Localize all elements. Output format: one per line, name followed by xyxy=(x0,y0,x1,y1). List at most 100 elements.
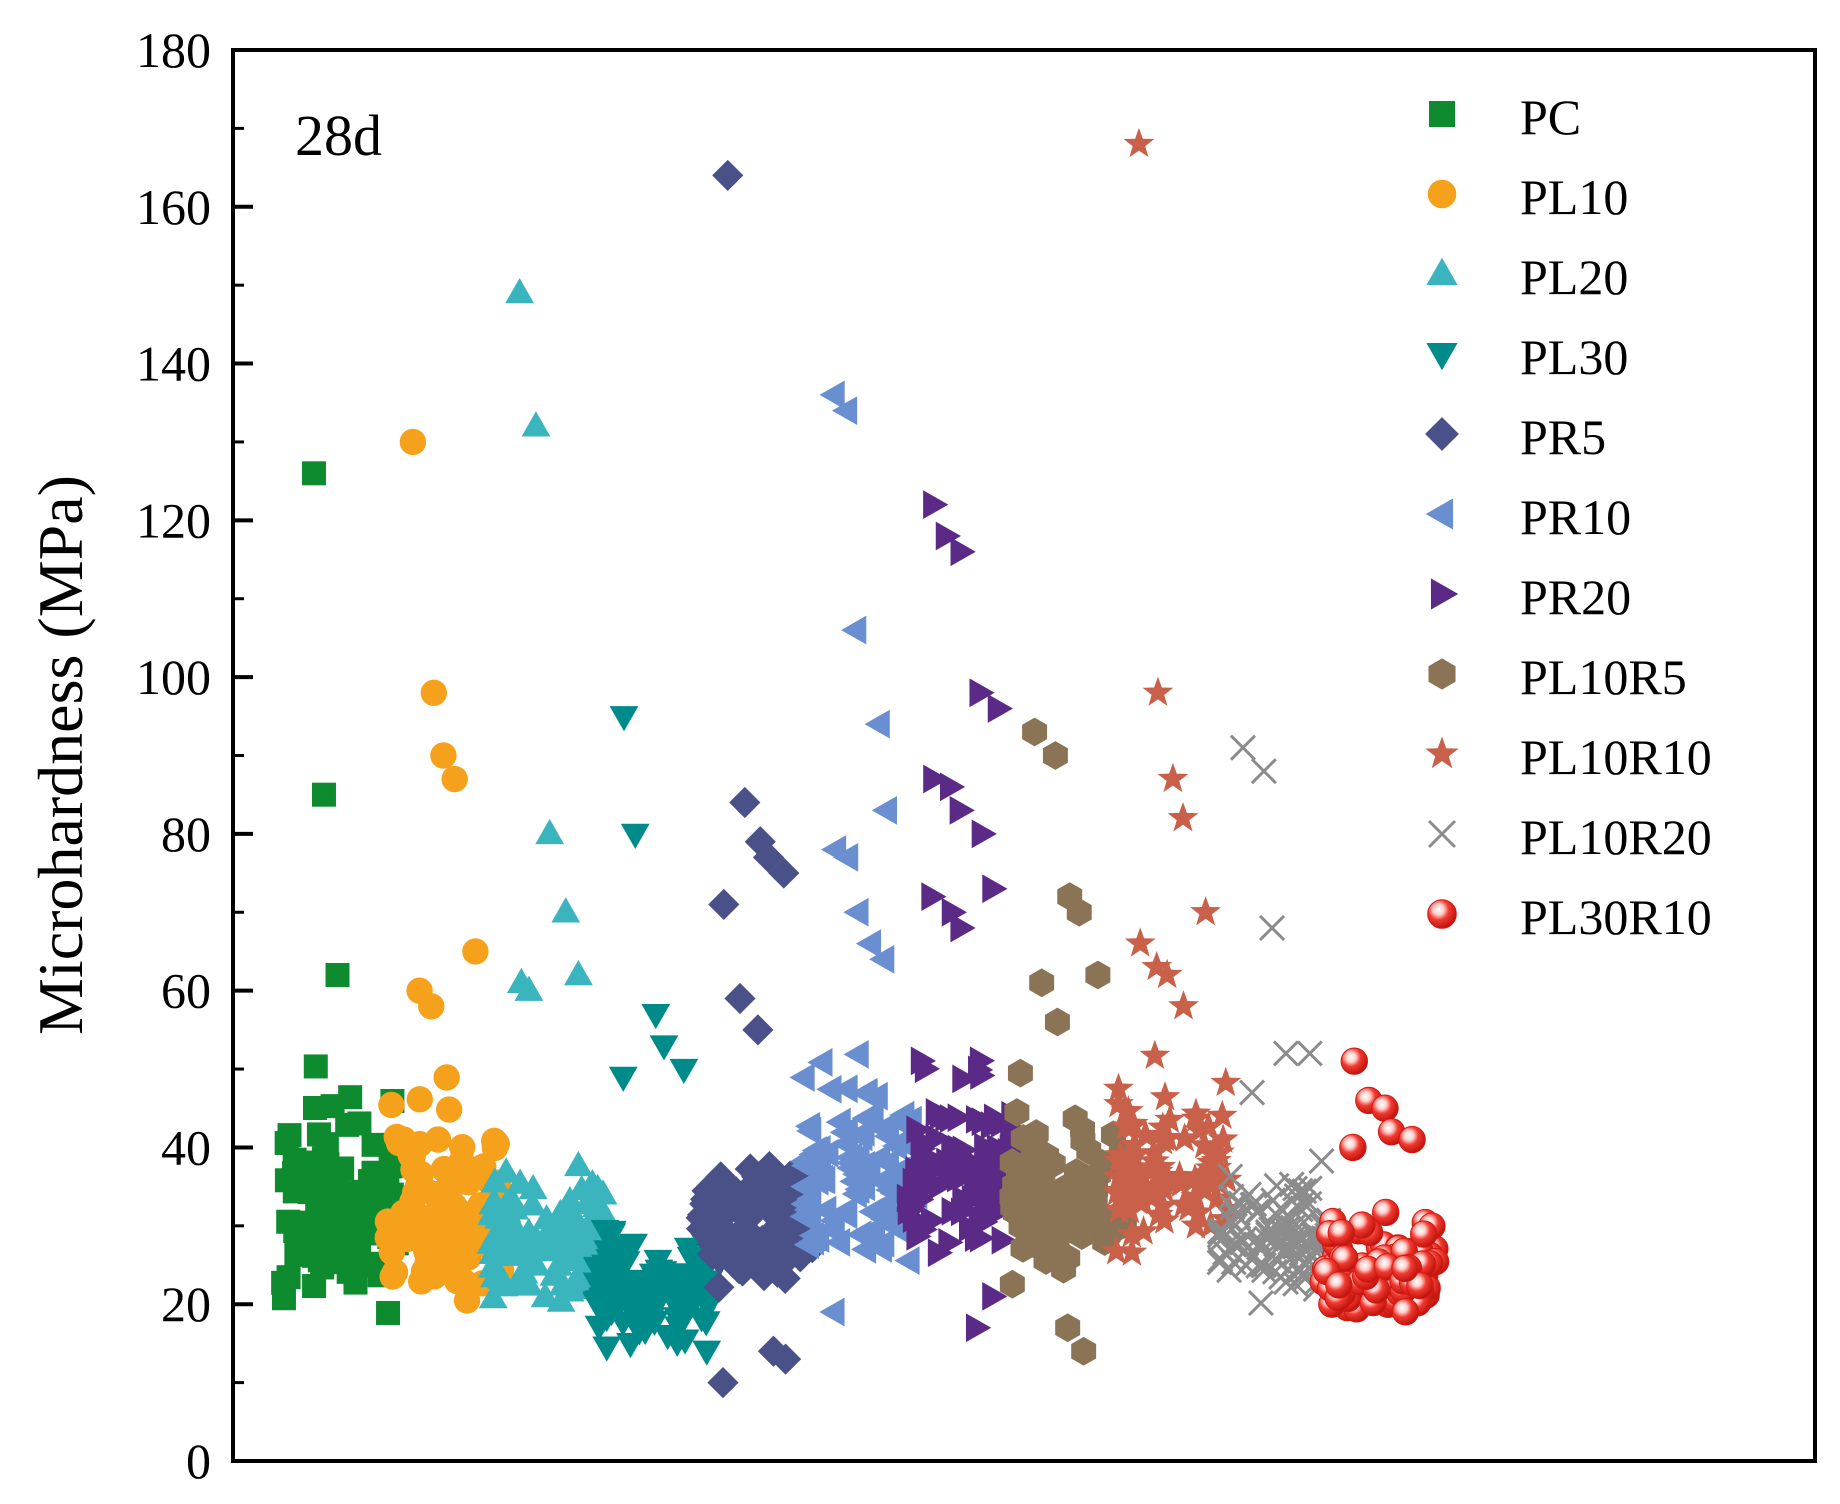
data-point xyxy=(894,1246,920,1276)
data-point xyxy=(636,1307,666,1333)
data-point xyxy=(1245,1252,1272,1279)
data-point-outlier xyxy=(551,897,581,923)
legend-label: PC xyxy=(1520,89,1581,145)
data-point xyxy=(518,1190,547,1216)
y-tick-label: 20 xyxy=(161,1276,211,1332)
data-point-outlier xyxy=(869,944,895,974)
data-point-outlier xyxy=(1259,914,1286,942)
data-point xyxy=(1004,1098,1030,1127)
data-point xyxy=(692,1340,722,1366)
data-point xyxy=(1308,1147,1335,1175)
data-point xyxy=(1273,1235,1300,1262)
legend-label: PL10R10 xyxy=(1520,729,1712,785)
data-point-outlier xyxy=(1055,1313,1081,1343)
data-point xyxy=(406,1130,433,1158)
legend-item-pl10r5: PL10R5 xyxy=(1428,649,1687,705)
data-point xyxy=(1116,1108,1148,1138)
data-point xyxy=(1180,1209,1212,1239)
data-point xyxy=(338,1085,363,1110)
data-point xyxy=(1103,1072,1134,1102)
data-point xyxy=(1130,1118,1161,1149)
data-point xyxy=(941,1196,967,1226)
data-point xyxy=(1119,1129,1150,1159)
data-point xyxy=(592,1307,622,1333)
data-point-outlier xyxy=(1141,950,1173,981)
data-point-outlier xyxy=(950,537,976,567)
data-point-outlier xyxy=(708,888,740,921)
y-axis: 0 20 40 60 80 100 120 140 160 180 xyxy=(136,22,253,1489)
data-point xyxy=(803,1166,829,1196)
data-point xyxy=(852,1079,878,1109)
data-point-outlier xyxy=(921,882,947,911)
data-point xyxy=(347,1202,372,1227)
data-point xyxy=(798,1226,825,1256)
data-point xyxy=(593,1240,623,1266)
data-point-outlier xyxy=(949,795,975,825)
data-point xyxy=(1195,1146,1227,1176)
data-point xyxy=(1077,1169,1103,1199)
data-point-outlier xyxy=(564,959,593,986)
data-point xyxy=(1180,1180,1212,1211)
data-point xyxy=(335,1112,360,1137)
data-point-outlier xyxy=(923,490,949,520)
data-point xyxy=(670,1329,700,1355)
legend-marker xyxy=(1430,578,1459,610)
y-tick-label: 120 xyxy=(136,492,211,548)
data-point xyxy=(718,1190,750,1222)
legend-marker xyxy=(1427,899,1457,929)
legend-marker xyxy=(1427,819,1457,849)
data-point-outlier xyxy=(1339,1133,1367,1162)
data-point xyxy=(1007,1058,1033,1088)
data-point-outlier xyxy=(418,993,445,1020)
data-point xyxy=(1033,1246,1059,1275)
legend-label: PL30R10 xyxy=(1520,889,1712,945)
data-point xyxy=(1247,1290,1275,1317)
data-point-outlier xyxy=(608,1066,638,1092)
legend-item-pc: PC xyxy=(1429,89,1581,145)
data-point-outlier xyxy=(311,782,336,807)
data-point xyxy=(1273,1216,1300,1243)
data-point xyxy=(1012,1173,1038,1203)
data-point-outlier xyxy=(325,962,350,987)
data-point xyxy=(1046,1207,1072,1237)
data-point-outlier xyxy=(982,874,1008,904)
data-point xyxy=(1210,1066,1242,1097)
data-point xyxy=(1201,1182,1233,1212)
legend-item-pl30: PL30 xyxy=(1426,329,1628,385)
data-point-outlier xyxy=(843,897,869,927)
data-point xyxy=(1110,1095,1142,1125)
legend-label: PR20 xyxy=(1520,569,1631,625)
data-point xyxy=(1147,1190,1179,1220)
legend-label: PL10 xyxy=(1520,169,1628,225)
series-pl30r10 xyxy=(1309,1047,1450,1326)
data-point xyxy=(968,1203,994,1233)
data-point-outlier xyxy=(514,975,544,1001)
data-point xyxy=(588,1198,618,1224)
data-point xyxy=(1207,1123,1239,1153)
data-point xyxy=(1154,1103,1186,1134)
data-point xyxy=(582,1291,612,1317)
data-point xyxy=(866,1166,892,1196)
data-point xyxy=(1116,1236,1148,1266)
data-point xyxy=(418,1260,445,1287)
data-point xyxy=(306,1122,331,1147)
data-point xyxy=(583,1256,613,1283)
data-point xyxy=(592,1336,622,1362)
data-point xyxy=(745,1187,777,1220)
data-point xyxy=(843,1040,869,1069)
data-point xyxy=(936,1147,962,1177)
legend-item-pl20: PL20 xyxy=(1426,249,1628,305)
data-point-outlier xyxy=(935,521,961,551)
data-point-outlier xyxy=(1371,1094,1399,1122)
data-point-outlier xyxy=(864,709,890,739)
y-tick-label: 140 xyxy=(136,336,211,392)
legend-label: PR10 xyxy=(1520,489,1631,545)
data-point-outlier xyxy=(707,1367,739,1399)
data-point xyxy=(532,1204,562,1230)
data-point xyxy=(450,1161,478,1188)
data-point xyxy=(1222,1201,1249,1228)
data-point xyxy=(1114,1194,1146,1224)
data-point xyxy=(567,1219,596,1245)
data-point-outlier xyxy=(1124,927,1156,957)
data-point xyxy=(1139,1145,1170,1175)
